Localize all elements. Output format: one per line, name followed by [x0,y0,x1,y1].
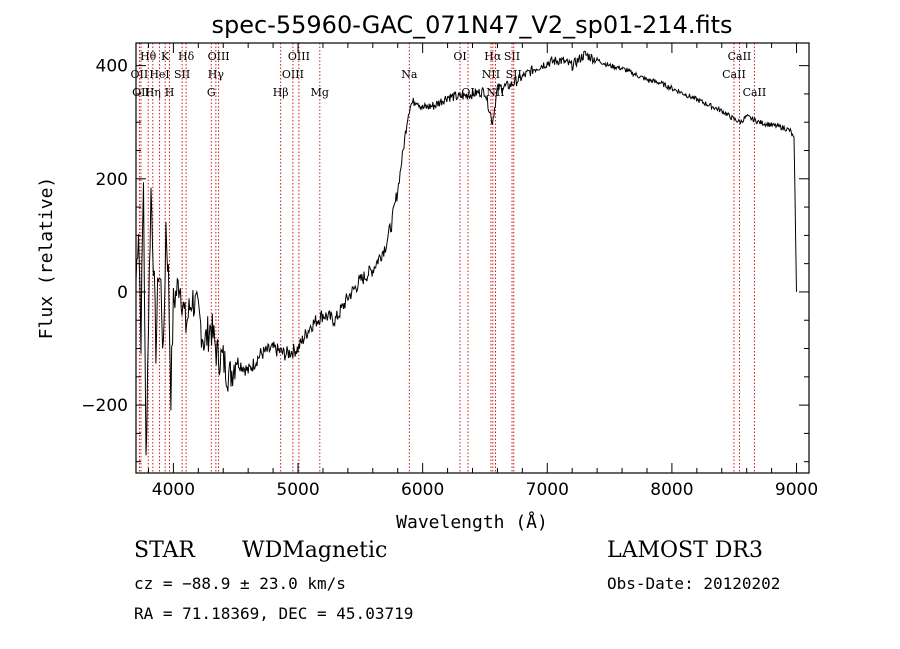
marker-label-13: OIII [282,68,304,81]
x-tick-label-1: 5000 [276,480,319,500]
y-tick-label-2: 200 [96,170,128,190]
marker-label-10: Hγ [208,68,225,81]
marker-label-12: OIII [288,50,310,63]
axis-ticks: 4000 5000 6000 7000 8000 9000 −200 0 200 400 [81,43,818,500]
object-subclass: WDMagnetic [242,538,388,563]
x-tick-label-2: 6000 [401,480,444,500]
marker-label-23: NII [486,86,504,99]
marker-label-8: H [165,86,175,99]
y-tick-label-0: −200 [81,396,128,416]
y-tick-label-3: 400 [96,57,128,77]
marker-label-20: SII [504,50,520,63]
observation-date: Obs-Date: 20120202 [607,574,781,593]
redshift-cz: cz = −88.9 ± 23.0 km/s [134,574,346,593]
marker-label-3: OII [131,68,149,81]
x-tick-label-3: 7000 [526,480,569,500]
marker-label-16: Na [401,68,418,81]
x-tick-label-0: 4000 [152,480,195,500]
marker-label-5: SII [174,68,190,81]
marker-label-15: Mg [311,86,329,99]
marker-label-4: HeI [149,68,169,81]
marker-label-19: Hα [484,50,502,63]
x-tick-label-4: 8000 [650,480,693,500]
marker-label-14: Hβ [273,86,289,99]
marker-label-1: K [161,50,170,63]
object-class: STAR [134,538,195,563]
x-tick-label-5: 9000 [775,480,818,500]
marker-label-22: SII [506,68,522,81]
marker-label-9: OIII [208,50,230,63]
marker-label-18: OI [461,86,474,99]
y-axis-label: Flux (relative) [36,177,57,340]
spectrum-line-0 [135,50,797,456]
plot-frame [135,42,810,474]
marker-label-17: OI [453,50,466,63]
marker-label-24: CaII [728,50,752,63]
marker-label-21: NII [482,68,500,81]
marker-label-11: G [207,86,216,99]
marker-label-0: Hθ [140,50,157,63]
chart-title: spec-55960-GAC_071N47_V2_sp01-214.fits [212,11,733,39]
marker-label-7: Hη [145,86,161,99]
y-tick-label-1: 0 [117,283,128,303]
ra-dec-coordinates: RA = 71.18369, DEC = 45.03719 [134,604,414,623]
series-group [135,50,797,456]
marker-label-26: CaII [743,86,767,99]
x-axis-label: Wavelength (Å) [396,511,548,533]
marker-label-2: Hδ [178,50,195,63]
survey-name: LAMOST DR3 [607,538,763,563]
marker-label-25: CaII [722,68,746,81]
